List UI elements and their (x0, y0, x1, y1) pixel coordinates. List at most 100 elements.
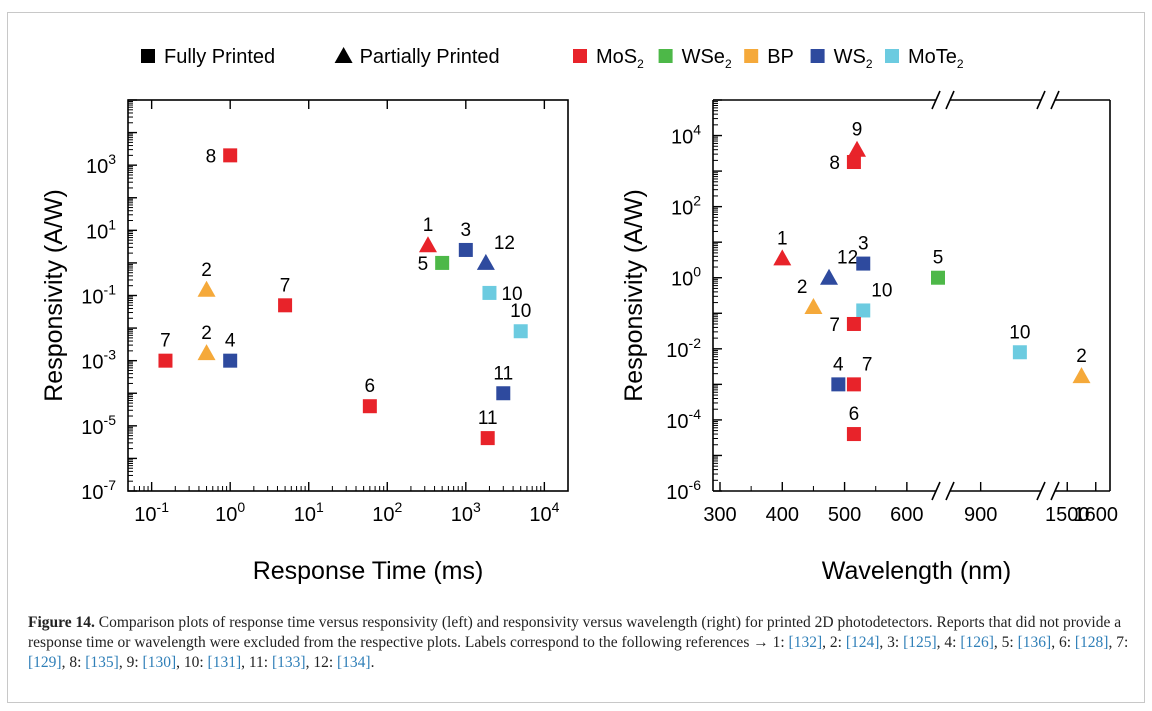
right-x-tick-label-4: 900 (964, 504, 997, 526)
caption-ref-link[interactable]: [135] (85, 654, 119, 671)
left-data-point-2 (197, 280, 216, 297)
left-x-axis-title: Response Time (ms) (253, 557, 484, 585)
legend-marker-2 (573, 49, 587, 63)
right-point-label-8: 5 (933, 248, 944, 269)
caption-ref-link[interactable]: [129] (28, 654, 62, 671)
caption-ref-link[interactable]: [130] (142, 654, 177, 671)
right-data-point-7 (846, 316, 861, 331)
left-point-label-5: 7 (280, 275, 291, 296)
caption-separator: . (370, 654, 375, 671)
legend-marker-4 (744, 49, 759, 63)
caption-ref-number: 3: (887, 634, 904, 651)
caption-ref-link[interactable]: [125] (903, 634, 937, 651)
legend-label-0: Fully Printed (164, 46, 275, 68)
left-x-tick-label-0: 10-1 (134, 499, 169, 526)
right-data-point-2 (846, 155, 861, 170)
right-point-label-13: 6 (849, 404, 860, 425)
axis-break-mark (945, 90, 955, 110)
caption-ref-number: 11: (248, 654, 272, 671)
right-point-label-1: 9 (852, 120, 863, 141)
left-data-point-9 (458, 242, 473, 257)
left-data-point-5 (278, 298, 293, 313)
legend-label-1: Partially Printed (360, 46, 500, 68)
left-plot: 10-1 100 101 102 103 10410-710-510-310-110110… (40, 99, 569, 585)
caption-ref-number: 4: (944, 634, 961, 651)
left-data-point-3 (197, 344, 216, 361)
caption-separator: , (176, 654, 184, 671)
caption-ref-link[interactable]: [132] (788, 634, 823, 651)
right-point-label-11: 4 (833, 354, 844, 375)
left-x-tick-label-3: 102 (372, 499, 402, 526)
left-x-tick-label-1: 100 (215, 499, 245, 526)
right-x-tick-label-0: 300 (703, 504, 736, 526)
right-y-tick-label-3: 100 (671, 264, 701, 291)
left-y-tick-label-2: 10-3 (81, 347, 116, 374)
caption-separator: , (1108, 634, 1117, 651)
legend-marker-1 (334, 47, 353, 63)
right-x-axis-title: Wavelength (nm) (822, 557, 1011, 585)
caption-ref-number: 2: (829, 634, 846, 651)
legend-label-4: BP (767, 46, 794, 68)
caption-ref-number: 10: (183, 654, 208, 671)
figure-canvas: Fully Printed Partially Printed MoS2 WSe2 BP… (40, 46, 1119, 585)
left-point-label-0: 8 (206, 146, 217, 167)
axis-break-mark (931, 481, 941, 501)
right-x-tick-label-2: 500 (828, 504, 861, 526)
caption-ref-link[interactable]: [134] (337, 654, 371, 671)
axis-break-mark (1036, 481, 1046, 501)
left-x-tick-label-2: 101 (294, 499, 324, 526)
left-data-point-13 (496, 386, 511, 401)
caption-ref-link[interactable]: [136] (1017, 634, 1052, 651)
left-y-tick-label-3: 10-1 (81, 282, 116, 309)
caption-separator: , (305, 654, 314, 671)
right-data-point-10 (1072, 367, 1091, 384)
left-point-label-10: 12 (494, 233, 515, 254)
legend-label-2: MoS2 (596, 46, 644, 71)
caption-separator: , (1051, 634, 1059, 651)
right-y-tick-label-4: 102 (671, 193, 701, 220)
axis-break-mark (1050, 481, 1060, 501)
caption-text: Comparison plots of response time versus… (28, 614, 1122, 651)
caption-ref-number: 1: (772, 634, 789, 651)
left-point-label-3: 2 (201, 323, 212, 344)
legend-marker-3 (658, 49, 673, 63)
right-point-label-7: 7 (829, 315, 840, 336)
left-point-label-2: 2 (201, 260, 212, 281)
left-y-tick-label-5: 103 (86, 151, 116, 178)
right-point-label-6: 10 (871, 280, 892, 301)
right-data-point-4 (856, 256, 871, 271)
caption-separator: , (822, 634, 830, 651)
caption-ref-link[interactable]: [131] (207, 654, 242, 671)
left-data-point-11 (482, 285, 497, 300)
caption-ref-number: 8: (69, 654, 86, 671)
right-point-label-12: 7 (862, 354, 873, 375)
caption-ref-link[interactable]: [128] (1074, 634, 1109, 651)
legend-label-5: WS2 (834, 46, 873, 71)
figure-caption: Figure 14. Comparison plots of response … (28, 613, 1138, 673)
caption-ref-link[interactable]: [124] (845, 634, 880, 651)
caption-ref-number: 9: (126, 654, 143, 671)
right-x-tick-label-6: 1600 (1074, 504, 1119, 526)
caption-ref-link[interactable]: [133] (271, 654, 306, 671)
left-point-label-9: 3 (461, 220, 472, 241)
right-data-point-0 (773, 249, 792, 266)
axis-break-mark (945, 481, 955, 501)
right-point-label-10: 2 (1076, 346, 1087, 367)
caption-ref-link[interactable]: [126] (960, 634, 994, 651)
left-point-label-7: 1 (423, 215, 434, 236)
figure-frame: Fully Printed Partially Printed MoS2 WSe2 BP… (7, 12, 1145, 703)
caption-ref-number: 7: (1116, 634, 1129, 651)
right-point-label-3: 12 (837, 248, 858, 269)
caption-separator: , (993, 634, 1002, 651)
left-point-label-4: 4 (225, 331, 236, 352)
left-point-label-1: 7 (160, 331, 171, 352)
axis-break-mark (1036, 90, 1046, 110)
right-data-point-1 (848, 140, 867, 157)
left-y-tick-label-0: 10-7 (81, 477, 116, 504)
left-y-tick-label-1: 10-5 (81, 412, 116, 439)
right-data-point-8 (931, 270, 945, 285)
caption-separator: , (936, 634, 945, 651)
left-x-tick-label-4: 103 (451, 499, 481, 526)
right-data-point-12 (846, 377, 861, 392)
legend-label-6: MoTe2 (908, 46, 964, 71)
